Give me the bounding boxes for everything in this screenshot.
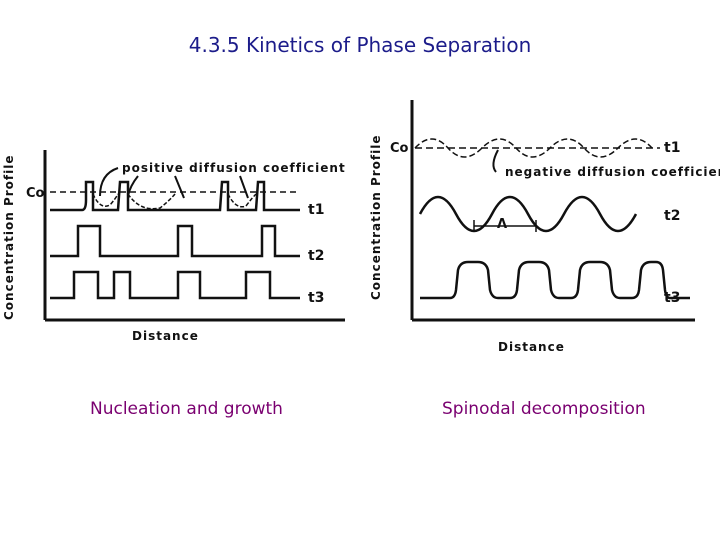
left-depletion-curve-3 [227, 193, 257, 208]
left-t2-profile [50, 224, 300, 258]
left-x-axis-label: Distance [132, 329, 199, 343]
right-t1-label: t1 [664, 140, 680, 156]
left-annotation-text: positive diffusion coefficient [122, 161, 346, 175]
right-annotation-arrow [492, 149, 499, 173]
left-c0-label: Co [26, 186, 45, 201]
left-t2-label: t2 [308, 248, 324, 264]
spinodal-diagram: Concentration Profile Distance Co negati… [369, 100, 720, 354]
left-y-axis-label: Concentration Profile [2, 155, 16, 321]
left-depletion-curve-2 [127, 193, 176, 210]
right-t1-profile [414, 138, 653, 158]
right-wavelength-symbol: Λ [497, 217, 507, 232]
right-t3-label: t3 [664, 290, 680, 306]
nucleation-diagram: Concentration Profile Distance Co positi… [2, 150, 346, 343]
spinodal-caption: Spinodal decomposition [442, 399, 646, 419]
nucleation-caption: Nucleation and growth [90, 399, 283, 419]
left-t1-label: t1 [308, 202, 324, 218]
page-title: 4.3.5 Kinetics of Phase Separation [188, 33, 532, 57]
right-t3-profile [420, 260, 690, 300]
right-y-axis-label: Concentration Profile [369, 135, 383, 301]
right-c0-label: Co [390, 141, 409, 156]
right-t2-label: t2 [664, 208, 680, 224]
right-t2-profile [418, 195, 638, 233]
left-depletion-curve-1 [92, 193, 119, 207]
left-annotation-arrows [99, 167, 249, 199]
right-annotation-text: negative diffusion coefficien [505, 165, 720, 179]
right-x-axis-label: Distance [498, 340, 565, 354]
left-t3-label: t3 [308, 290, 324, 306]
left-t1-profile [50, 180, 300, 212]
left-t3-profile [50, 270, 300, 300]
